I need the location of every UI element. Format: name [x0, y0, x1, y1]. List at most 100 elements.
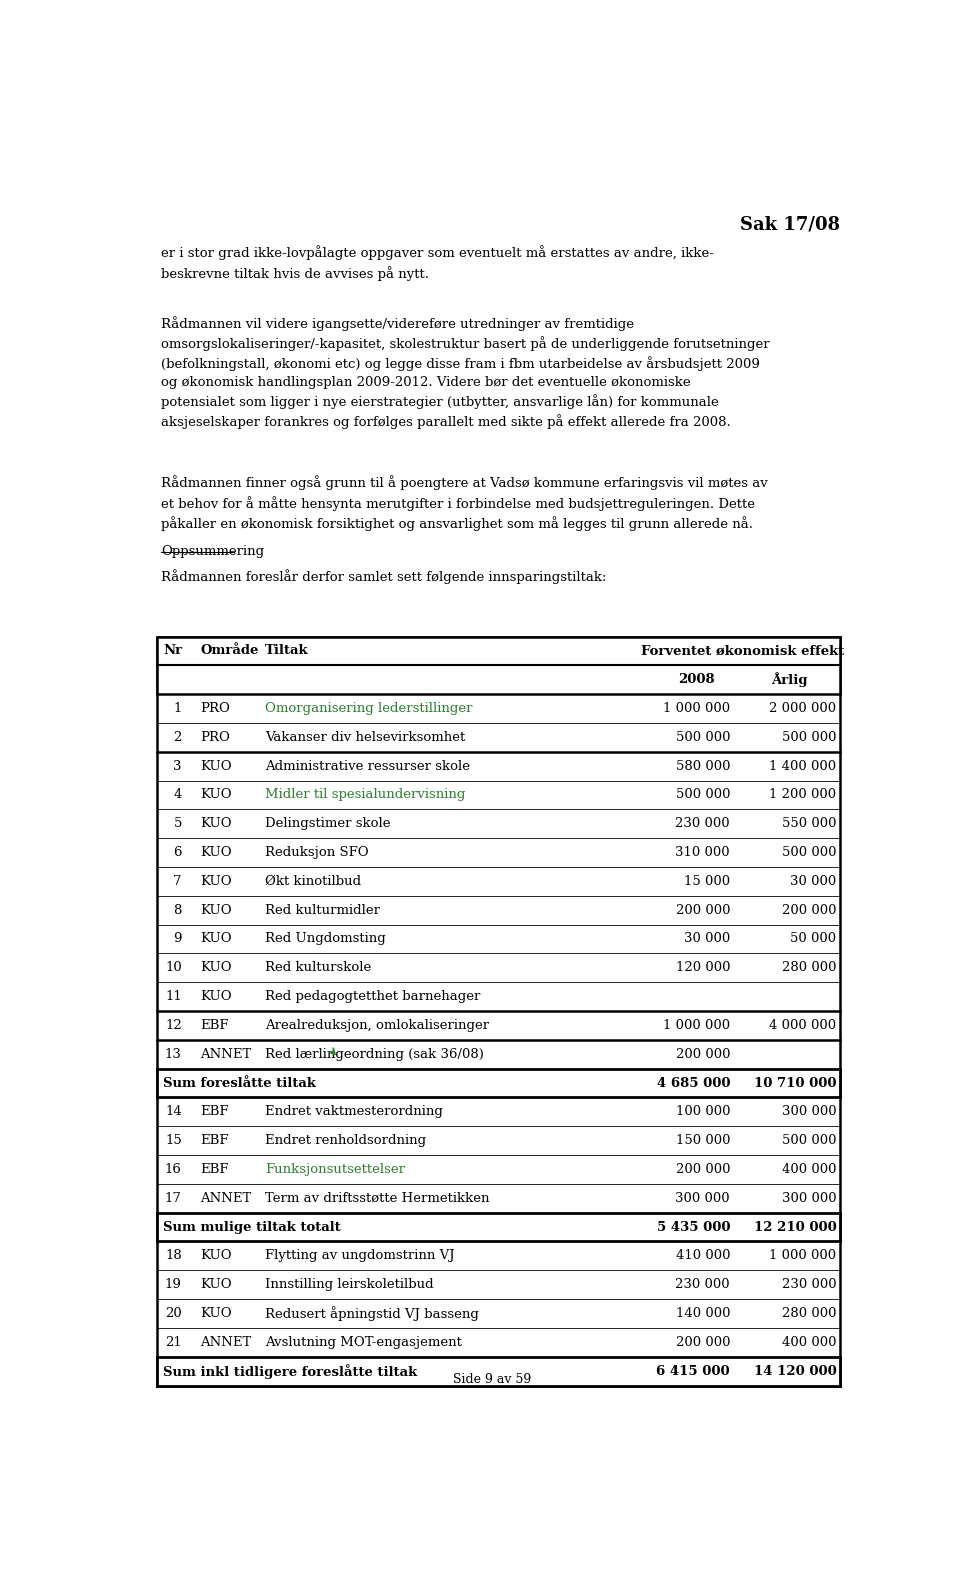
Text: Endret vaktmesterordning: Endret vaktmesterordning [265, 1105, 443, 1118]
Text: 500 000: 500 000 [782, 846, 836, 858]
Text: 280 000: 280 000 [782, 1306, 836, 1320]
Text: 15: 15 [165, 1133, 181, 1148]
Text: Red lærlingeordning (sak 36/08): Red lærlingeordning (sak 36/08) [265, 1047, 484, 1061]
Text: ANNET: ANNET [201, 1192, 252, 1204]
Text: 10 710 000: 10 710 000 [754, 1077, 836, 1089]
Text: KUO: KUO [201, 962, 232, 975]
Text: Sum inkl tidligere foreslåtte tiltak: Sum inkl tidligere foreslåtte tiltak [163, 1363, 418, 1379]
Text: 6: 6 [173, 846, 181, 858]
Text: Årlig: Årlig [771, 673, 808, 687]
Text: 580 000: 580 000 [676, 759, 730, 773]
Text: 18: 18 [165, 1250, 181, 1262]
Text: 310 000: 310 000 [676, 846, 730, 858]
Text: 20: 20 [165, 1306, 181, 1320]
Text: 16: 16 [165, 1163, 181, 1176]
Bar [157, 637, 840, 1385]
Text: Redusert åpningstid VJ basseng: Redusert åpningstid VJ basseng [265, 1306, 479, 1320]
Text: Administrative ressurser skole: Administrative ressurser skole [265, 759, 470, 773]
Text: Red Ungdomsting: Red Ungdomsting [265, 932, 386, 945]
Text: 400 000: 400 000 [782, 1163, 836, 1176]
Text: 500 000: 500 000 [676, 731, 730, 744]
Text: Flytting av ungdomstrinn VJ: Flytting av ungdomstrinn VJ [265, 1250, 455, 1262]
Text: 200 000: 200 000 [676, 1336, 730, 1349]
Text: EBF: EBF [201, 1105, 228, 1118]
Text: 11: 11 [165, 990, 181, 1003]
Text: 4: 4 [174, 789, 181, 802]
Text: KUO: KUO [201, 904, 232, 916]
Text: Omorganisering lederstillinger: Omorganisering lederstillinger [265, 703, 472, 715]
Text: Arealreduksjon, omlokaliseringer: Arealreduksjon, omlokaliseringer [265, 1019, 490, 1031]
Text: Red kulturmidler: Red kulturmidler [265, 904, 380, 916]
Bar [157, 1069, 840, 1097]
Text: 17: 17 [165, 1192, 181, 1204]
Text: 1 000 000: 1 000 000 [663, 703, 730, 715]
Text: Nr: Nr [163, 645, 182, 657]
Text: KUO: KUO [201, 846, 232, 858]
Text: 15 000: 15 000 [684, 876, 730, 888]
Text: Sak 17/08: Sak 17/08 [740, 215, 840, 233]
Text: 230 000: 230 000 [676, 1278, 730, 1291]
Text: 500 000: 500 000 [782, 1133, 836, 1148]
Text: EBF: EBF [201, 1133, 228, 1148]
Text: KUO: KUO [201, 932, 232, 945]
Text: 6 415 000: 6 415 000 [657, 1364, 730, 1377]
Text: 200 000: 200 000 [676, 904, 730, 916]
Text: KUO: KUO [201, 759, 232, 773]
Text: 3: 3 [173, 759, 181, 773]
Text: 4 000 000: 4 000 000 [769, 1019, 836, 1031]
Text: EBF: EBF [201, 1163, 228, 1176]
Text: 14: 14 [165, 1105, 181, 1118]
Text: KUO: KUO [201, 990, 232, 1003]
Text: 5 435 000: 5 435 000 [657, 1220, 730, 1234]
Text: Red pedagogtetthet barnehager: Red pedagogtetthet barnehager [265, 990, 480, 1003]
Text: 1 000 000: 1 000 000 [769, 1250, 836, 1262]
Text: KUO: KUO [201, 789, 232, 802]
Text: Rådmannen vil videre igangsette/videreføre utredninger av fremtidige
omsorgsloka: Rådmannen vil videre igangsette/viderefø… [161, 316, 770, 429]
Text: 19: 19 [165, 1278, 181, 1291]
Text: 200 000: 200 000 [676, 1047, 730, 1061]
Text: KUO: KUO [201, 1306, 232, 1320]
Text: 50 000: 50 000 [790, 932, 836, 945]
Text: ANNET: ANNET [201, 1336, 252, 1349]
Bar [157, 1357, 840, 1385]
Text: Forventet økonomisk effekt: Forventet økonomisk effekt [641, 645, 845, 657]
Text: 7: 7 [173, 876, 181, 888]
Text: 8: 8 [174, 904, 181, 916]
Text: 10: 10 [165, 962, 181, 975]
Text: 1: 1 [174, 703, 181, 715]
Text: 200 000: 200 000 [782, 904, 836, 916]
Text: Funksjonsutsettelser: Funksjonsutsettelser [265, 1163, 405, 1176]
Text: Økt kinotilbud: Økt kinotilbud [265, 876, 361, 888]
Text: 30 000: 30 000 [684, 932, 730, 945]
Text: PRO: PRO [201, 703, 230, 715]
Text: 230 000: 230 000 [781, 1278, 836, 1291]
Text: 100 000: 100 000 [676, 1105, 730, 1118]
Bar [157, 1212, 840, 1242]
Text: PRO: PRO [201, 731, 230, 744]
Text: 150 000: 150 000 [676, 1133, 730, 1148]
Text: Rådmannen foreslår derfor samlet sett følgende innsparingstiltak:: Rådmannen foreslår derfor samlet sett fø… [161, 569, 607, 583]
Text: Midler til spesialundervisning: Midler til spesialundervisning [265, 789, 466, 802]
Text: Oppsummering: Oppsummering [161, 544, 264, 558]
Text: KUO: KUO [201, 876, 232, 888]
Text: Delingstimer skole: Delingstimer skole [265, 817, 391, 830]
Text: Vakanser div helsevirksomhet: Vakanser div helsevirksomhet [265, 731, 466, 744]
Text: 230 000: 230 000 [676, 817, 730, 830]
Text: 410 000: 410 000 [676, 1250, 730, 1262]
Text: 2: 2 [174, 731, 181, 744]
Text: Red kulturskole: Red kulturskole [265, 962, 372, 975]
Text: 12: 12 [165, 1019, 181, 1031]
Text: 2 000 000: 2 000 000 [769, 703, 836, 715]
Text: 280 000: 280 000 [782, 962, 836, 975]
Text: KUO: KUO [201, 817, 232, 830]
Text: 30 000: 30 000 [790, 876, 836, 888]
Text: 300 000: 300 000 [781, 1105, 836, 1118]
Text: 200 000: 200 000 [676, 1163, 730, 1176]
Text: Sum foreslåtte tiltak: Sum foreslåtte tiltak [163, 1077, 316, 1089]
Text: 500 000: 500 000 [676, 789, 730, 802]
Text: Endret renholdsordning: Endret renholdsordning [265, 1133, 426, 1148]
Text: 400 000: 400 000 [782, 1336, 836, 1349]
Text: Sum mulige tiltak totalt: Sum mulige tiltak totalt [163, 1220, 341, 1234]
Text: Område: Område [201, 645, 259, 657]
Text: 550 000: 550 000 [782, 817, 836, 830]
